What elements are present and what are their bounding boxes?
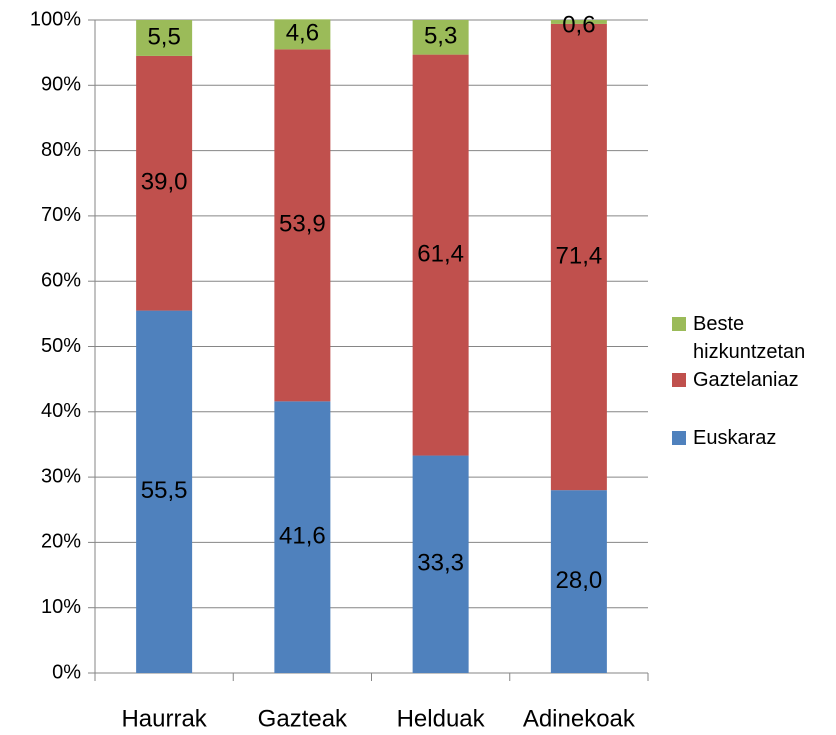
y-tick-label: 100% [30,8,81,30]
bar-segment [550,20,607,24]
bar-segment [274,49,331,402]
bar-segment [550,23,607,491]
y-tick-label: 90% [41,74,81,96]
x-tick-label: Gazteak [258,705,348,732]
bar-segment [136,310,193,673]
y-tick-label: 50% [41,335,81,357]
legend-label: Euskaraz [693,427,777,449]
y-tick-label: 60% [41,269,81,291]
data-label: 71,4 [556,242,603,269]
bar-segment [550,490,607,673]
bar-segment [412,455,469,673]
y-tick-label: 10% [41,596,81,618]
bar-segment [136,20,193,56]
bar-segment [412,20,469,55]
y-tick-label: 30% [41,465,81,487]
bar-segment [412,54,469,456]
data-label: 4,6 [286,20,319,47]
data-label: 55,5 [141,477,188,504]
data-label: 33,3 [417,550,464,577]
legend-entry: Gaztelaniaz [668,366,836,394]
data-label: 41,6 [279,523,326,550]
y-tick-label: 80% [41,139,81,161]
y-tick-label: 40% [41,400,81,422]
bar-segment [274,401,331,673]
legend: Beste hizkuntzetan Gaztelaniaz Euskaraz [668,310,836,452]
bar-segment [274,19,331,50]
x-tick-label: Adinekoak [523,705,636,732]
data-label: 39,0 [141,169,188,196]
bar-segment [136,55,193,311]
data-label: 0,6 [562,11,595,38]
data-label: 5,3 [424,23,457,50]
legend-swatch [672,373,686,387]
legend-entry: Euskaraz [668,424,836,452]
legend-swatch [672,317,686,331]
legend-label: Beste hizkuntzetan [693,313,806,363]
data-label: 53,9 [279,211,326,238]
data-label: 28,0 [556,567,603,594]
y-tick-label: 0% [52,661,81,683]
y-tick-label: 70% [41,204,81,226]
x-tick-label: Helduak [397,705,486,732]
y-tick-label: 20% [41,531,81,553]
data-label: 5,5 [147,23,180,50]
legend-entry: Beste hizkuntzetan [668,310,836,366]
data-label: 61,4 [417,240,464,267]
x-tick-label: Haurrak [121,705,207,732]
legend-label: Gaztelaniaz [693,369,799,391]
legend-swatch [672,431,686,445]
